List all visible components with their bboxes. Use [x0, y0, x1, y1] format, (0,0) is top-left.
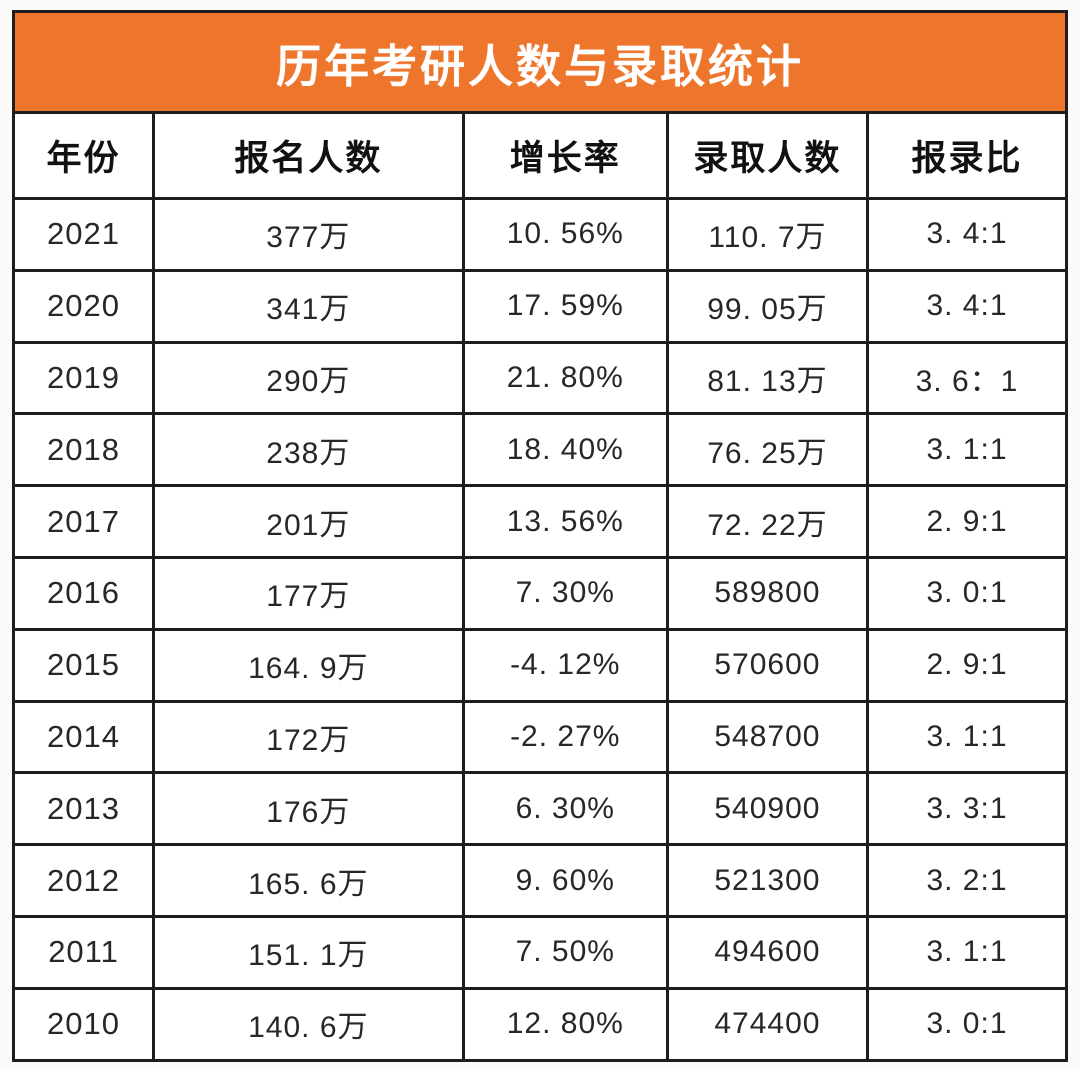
- value-cell: 76. 25万: [665, 412, 869, 488]
- value-cell: 3. 6：1: [865, 340, 1069, 416]
- value-cell: -2. 27%: [461, 699, 669, 775]
- value-cell: 72. 22万: [665, 484, 869, 559]
- value-cell: 7. 30%: [461, 555, 669, 631]
- value-cell: 377万: [152, 197, 465, 272]
- table-row: 2017 201万 13. 56% 72. 22万 2. 9:1: [11, 484, 1069, 559]
- value-cell: 3. 2:1: [865, 843, 1069, 918]
- year-cell: 2016: [11, 555, 156, 631]
- value-cell: 3. 1:1: [865, 412, 1069, 488]
- statistics-sheet: 历年考研人数与录取统计 年份 报名人数 增长率 录取人数 报录比 2021 377万 10.…: [11, 10, 1069, 1062]
- year-cell: 2017: [11, 484, 156, 559]
- value-cell: 521300: [665, 843, 869, 918]
- value-cell: 13. 56%: [461, 484, 669, 559]
- year-cell: 2014: [11, 699, 156, 775]
- value-cell: 201万: [152, 484, 465, 559]
- table-row: 2010 140. 6万 12. 80% 474400 3. 0:1: [11, 986, 1069, 1062]
- year-cell: 2018: [11, 412, 156, 488]
- statistics-table: 年份 报名人数 增长率 录取人数 报录比 2021 377万 10. 56% 110. 7万 3…: [11, 111, 1069, 1062]
- value-cell: 172万: [152, 699, 465, 775]
- value-cell: 3. 1:1: [865, 699, 1069, 775]
- value-cell: 21. 80%: [461, 340, 669, 416]
- value-cell: 548700: [665, 699, 869, 775]
- table-row: 2013 176万 6. 30% 540900 3. 3:1: [11, 771, 1069, 847]
- year-cell: 2015: [11, 627, 156, 703]
- value-cell: 177万: [152, 555, 465, 631]
- column-header-4: 报录比: [865, 111, 1069, 200]
- header-row: 年份 报名人数 增长率 录取人数 报录比: [11, 111, 1069, 200]
- year-cell: 2013: [11, 771, 156, 847]
- value-cell: 164. 9万: [152, 627, 465, 703]
- value-cell: 290万: [152, 340, 465, 416]
- value-cell: 3. 0:1: [865, 555, 1069, 631]
- year-cell: 2019: [11, 340, 156, 416]
- value-cell: 110. 7万: [665, 197, 869, 272]
- value-cell: 6. 30%: [461, 771, 669, 847]
- value-cell: 9. 60%: [461, 843, 669, 918]
- value-cell: 10. 56%: [461, 197, 669, 272]
- table-row: 2019 290万 21. 80% 81. 13万 3. 6：1: [11, 340, 1069, 416]
- column-header-1: 报名人数: [152, 111, 465, 200]
- column-header-0: 年份: [11, 111, 156, 200]
- value-cell: 99. 05万: [665, 268, 869, 344]
- year-cell: 2011: [11, 914, 156, 990]
- table-body: 2021 377万 10. 56% 110. 7万 3. 4:1 2020 341万 17. …: [11, 197, 1069, 1062]
- value-cell: 3. 4:1: [865, 268, 1069, 344]
- value-cell: 540900: [665, 771, 869, 847]
- year-cell: 2021: [11, 197, 156, 272]
- value-cell: 589800: [665, 555, 869, 631]
- value-cell: 3. 4:1: [865, 197, 1069, 272]
- column-header-3: 录取人数: [665, 111, 869, 200]
- value-cell: 238万: [152, 412, 465, 488]
- value-cell: 17. 59%: [461, 268, 669, 344]
- value-cell: 151. 1万: [152, 914, 465, 990]
- table-title-bar: 历年考研人数与录取统计: [12, 10, 1068, 111]
- value-cell: 2. 9:1: [865, 484, 1069, 559]
- year-cell: 2020: [11, 268, 156, 344]
- value-cell: 3. 3:1: [865, 771, 1069, 847]
- value-cell: 165. 6万: [152, 843, 465, 918]
- year-cell: 2012: [11, 843, 156, 918]
- table-row: 2012 165. 6万 9. 60% 521300 3. 2:1: [11, 843, 1069, 918]
- column-header-2: 增长率: [461, 111, 669, 200]
- table-title: 历年考研人数与录取统计: [275, 40, 804, 92]
- value-cell: 18. 40%: [461, 412, 669, 488]
- value-cell: 7. 50%: [461, 914, 669, 990]
- value-cell: 474400: [665, 986, 869, 1062]
- value-cell: -4. 12%: [461, 627, 669, 703]
- table-row: 2015 164. 9万 -4. 12% 570600 2. 9:1: [11, 627, 1069, 703]
- table-row: 2021 377万 10. 56% 110. 7万 3. 4:1: [11, 197, 1069, 272]
- value-cell: 140. 6万: [152, 986, 465, 1062]
- value-cell: 3. 0:1: [865, 986, 1069, 1062]
- value-cell: 3. 1:1: [865, 914, 1069, 990]
- table-row: 2011 151. 1万 7. 50% 494600 3. 1:1: [11, 914, 1069, 990]
- year-cell: 2010: [11, 986, 156, 1062]
- value-cell: 494600: [665, 914, 869, 990]
- value-cell: 341万: [152, 268, 465, 344]
- value-cell: 570600: [665, 627, 869, 703]
- value-cell: 81. 13万: [665, 340, 869, 416]
- table-row: 2016 177万 7. 30% 589800 3. 0:1: [11, 555, 1069, 631]
- table-row: 2020 341万 17. 59% 99. 05万 3. 4:1: [11, 268, 1069, 344]
- table-row: 2014 172万 -2. 27% 548700 3. 1:1: [11, 699, 1069, 775]
- value-cell: 176万: [152, 771, 465, 847]
- table-row: 2018 238万 18. 40% 76. 25万 3. 1:1: [11, 412, 1069, 488]
- value-cell: 12. 80%: [461, 986, 669, 1062]
- value-cell: 2. 9:1: [865, 627, 1069, 703]
